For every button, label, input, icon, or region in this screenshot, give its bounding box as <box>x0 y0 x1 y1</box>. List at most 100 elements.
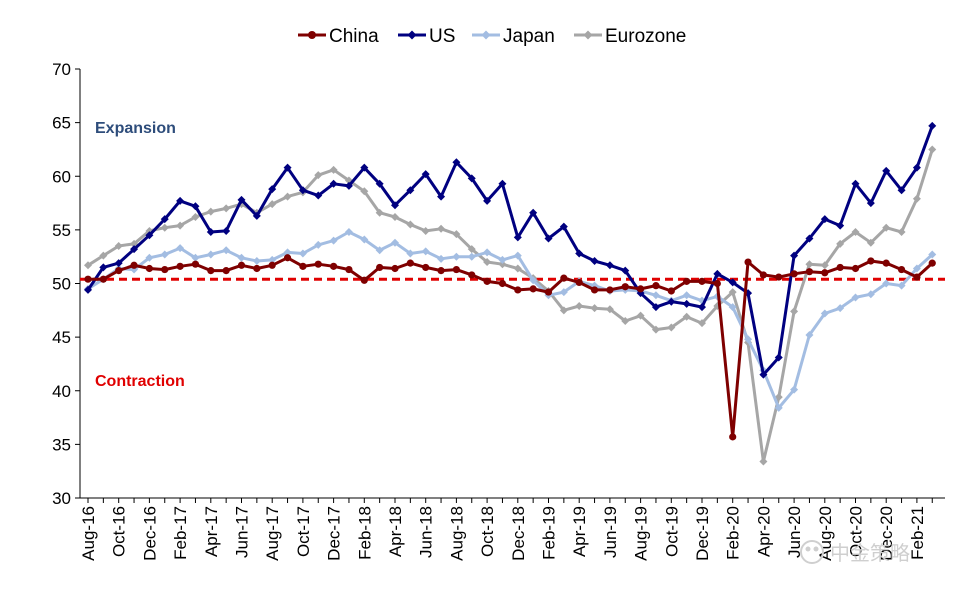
data-point-china <box>744 258 752 266</box>
data-point-eurozone <box>928 145 937 154</box>
data-point-japan <box>421 247 430 256</box>
y-tick-label: 45 <box>52 328 71 347</box>
x-tick-label: Aug-16 <box>79 506 98 561</box>
data-point-china <box>667 287 675 295</box>
x-tick-label: Jun-19 <box>601 506 620 558</box>
data-point-eurozone <box>176 221 185 230</box>
data-point-us <box>621 266 630 275</box>
data-point-eurozone <box>897 228 906 237</box>
data-point-china <box>821 269 829 277</box>
data-point-china <box>283 254 292 262</box>
data-point-eurozone <box>559 306 568 315</box>
data-point-japan <box>329 236 338 245</box>
x-tick-label: Dec-17 <box>325 506 344 561</box>
data-point-japan <box>774 403 783 412</box>
x-tick-label: Oct-16 <box>110 506 129 557</box>
y-axis: 30 35 40 45 50 55 60 65 70 <box>52 60 81 508</box>
data-point-eurozone <box>882 223 891 232</box>
data-point-eurozone <box>590 304 599 313</box>
data-point-japan <box>191 253 200 262</box>
data-point-japan <box>360 235 369 244</box>
data-point-eurozone <box>728 288 737 297</box>
data-point-eurozone <box>391 213 399 222</box>
data-point-japan <box>744 335 753 344</box>
data-point-japan <box>237 253 246 262</box>
data-point-us <box>713 269 722 278</box>
data-point-japan <box>728 303 737 312</box>
x-tick-label: Jun-18 <box>417 506 436 558</box>
data-point-us <box>360 163 369 172</box>
data-point-china <box>345 265 353 274</box>
data-point-china <box>422 263 430 272</box>
data-point-china <box>729 433 737 441</box>
data-point-eurozone <box>575 302 584 311</box>
data-point-eurozone <box>636 311 645 320</box>
data-point-japan <box>467 252 476 261</box>
y-tick-label: 40 <box>52 382 71 401</box>
series-layer <box>84 121 937 466</box>
x-tick-label: Aug-20 <box>816 506 835 561</box>
data-point-us <box>605 261 614 270</box>
series-line-eurozone <box>87 148 934 463</box>
data-point-eurozone <box>421 226 430 235</box>
data-point-eurozone <box>437 224 446 233</box>
data-point-china <box>207 267 215 275</box>
x-tick-label: Dec-19 <box>693 506 712 561</box>
data-point-china <box>391 264 399 273</box>
x-tick-label: Apr-17 <box>202 506 221 557</box>
x-tick-label: Oct-19 <box>662 506 681 557</box>
data-point-us <box>268 185 277 194</box>
x-axis: Aug-16 Oct-16 Dec-16 Feb-17 Apr-17 Jun-17 Aug-… <box>79 497 945 561</box>
data-point-us <box>698 303 706 312</box>
data-point-us <box>283 163 292 172</box>
data-point-us <box>314 191 323 200</box>
data-point-japan <box>375 246 384 255</box>
data-point-us <box>882 166 891 175</box>
data-point-china <box>253 264 261 273</box>
data-point-eurozone <box>360 187 369 196</box>
data-point-japan <box>452 252 461 261</box>
legend-marker <box>407 30 417 40</box>
data-point-us <box>344 181 353 190</box>
data-point-eurozone <box>698 319 706 328</box>
data-point-eurozone <box>114 241 123 250</box>
data-point-eurozone <box>483 258 492 267</box>
data-point-japan <box>176 244 185 253</box>
data-point-us <box>252 211 261 220</box>
data-point-us <box>406 186 415 195</box>
data-point-us <box>498 179 507 188</box>
data-point-eurozone <box>513 264 522 273</box>
legend: China US Japan Eurozone <box>298 26 686 47</box>
data-point-china <box>867 257 875 265</box>
data-point-japan <box>882 279 891 288</box>
x-tick-label: Aug-18 <box>447 506 466 561</box>
data-point-eurozone <box>667 323 676 332</box>
data-point-eurozone <box>790 307 799 316</box>
data-point-japan <box>268 255 277 264</box>
data-point-us <box>114 259 123 268</box>
data-point-eurozone <box>467 245 476 254</box>
x-tick-label: Dec-20 <box>877 506 896 561</box>
data-point-japan <box>897 281 906 290</box>
data-point-us <box>84 285 92 294</box>
data-point-china <box>145 264 153 273</box>
x-tick-label: Feb-19 <box>540 506 559 560</box>
data-point-japan <box>391 238 399 247</box>
data-point-china <box>498 279 507 288</box>
data-point-us <box>590 256 599 265</box>
data-point-us <box>774 353 783 362</box>
data-point-japan <box>866 290 875 299</box>
data-point-china <box>406 259 414 267</box>
data-point-us <box>467 174 476 183</box>
legend-item-china: China <box>298 26 379 47</box>
data-point-eurozone <box>375 208 384 217</box>
data-point-japan <box>805 330 814 339</box>
data-point-china <box>897 265 906 274</box>
x-tick-label: Feb-21 <box>908 506 927 560</box>
data-point-japan <box>851 293 860 302</box>
data-point-china <box>882 259 890 267</box>
x-tick-label: Apr-19 <box>570 506 589 557</box>
legend-label: Japan <box>503 26 555 47</box>
data-point-china <box>437 267 445 275</box>
data-point-us <box>513 233 522 242</box>
